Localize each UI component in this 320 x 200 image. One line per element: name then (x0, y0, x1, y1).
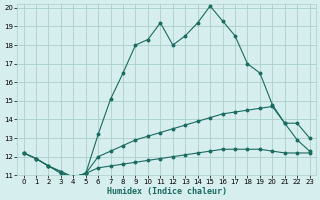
X-axis label: Humidex (Indice chaleur): Humidex (Indice chaleur) (107, 187, 227, 196)
